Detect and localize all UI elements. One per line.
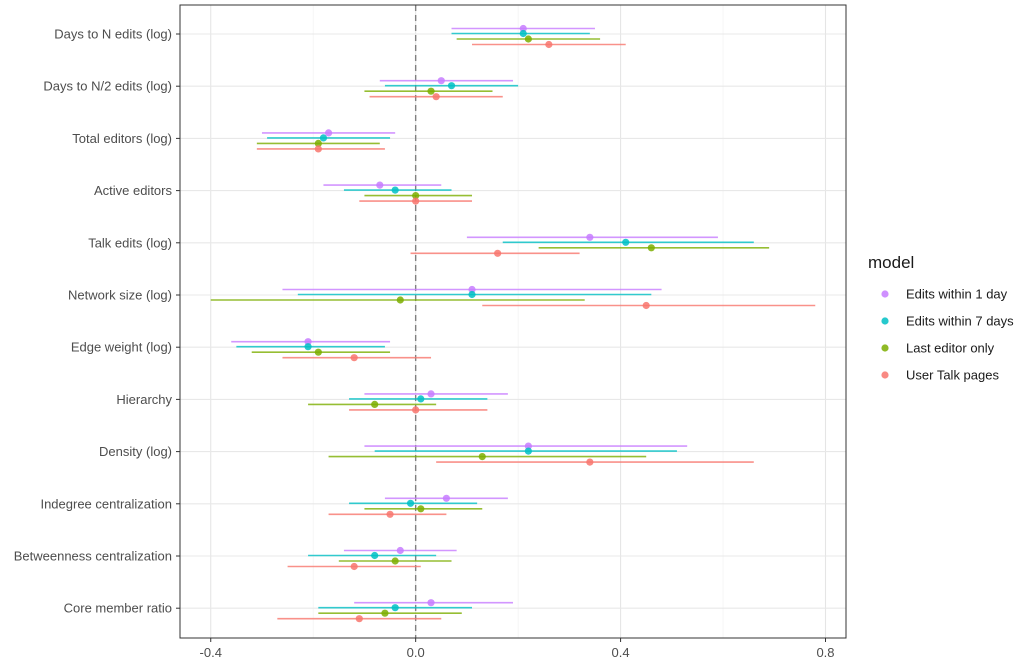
estimate-point — [524, 35, 532, 43]
estimate-point — [447, 82, 456, 90]
estimate-point — [412, 192, 420, 200]
y-tick-label: Density (log) — [99, 444, 172, 459]
legend: model Edits within 1 day Edits within 7 d… — [868, 253, 1014, 383]
legend-label: Edits within 1 day — [906, 287, 1008, 302]
legend-key — [881, 371, 889, 379]
estimate-point — [396, 296, 404, 304]
y-tick-label: Network size (log) — [68, 288, 172, 303]
x-tick-label: 0.8 — [816, 645, 834, 660]
estimate-point — [412, 406, 420, 414]
estimate-point — [396, 546, 404, 555]
y-tick-label: Talk edits (log) — [88, 235, 172, 250]
estimate-point — [391, 604, 399, 612]
estimate-point — [406, 499, 415, 507]
estimate-point — [519, 29, 527, 38]
estimate-point — [478, 453, 486, 461]
legend-label: Edits within 7 days — [906, 314, 1014, 329]
estimate-point — [386, 510, 394, 518]
estimate-point — [314, 348, 322, 356]
estimate-point — [427, 87, 435, 95]
estimate-point — [350, 562, 358, 571]
estimate-point — [586, 458, 594, 466]
estimate-point — [647, 244, 655, 252]
estimate-point — [524, 442, 532, 450]
estimate-point — [442, 494, 450, 502]
estimate-point — [642, 301, 650, 310]
estimate-point — [417, 395, 425, 403]
estimate-point — [324, 129, 333, 137]
legend-key — [881, 317, 889, 325]
estimate-point — [432, 93, 440, 101]
estimate-point — [412, 197, 420, 205]
y-axis-ticks: Days to N edits (log) Days to N/2 edits (… — [14, 27, 180, 616]
x-tick-label: 0.4 — [612, 645, 630, 660]
estimate-point — [519, 24, 527, 33]
estimate-point — [391, 557, 399, 565]
x-tick-label: 0.0 — [407, 645, 425, 660]
y-tick-label: Hierarchy — [116, 392, 172, 407]
legend-key — [881, 290, 889, 298]
estimate-point — [468, 290, 476, 299]
estimate-points — [304, 24, 655, 623]
y-tick-label: Edge weight (log) — [71, 340, 172, 355]
estimate-point — [622, 238, 630, 246]
estimate-point — [391, 186, 399, 194]
y-tick-label: Days to N edits (log) — [54, 27, 172, 42]
y-tick-label: Active editors — [94, 183, 173, 198]
estimate-point — [545, 40, 553, 49]
estimate-point — [319, 134, 328, 142]
estimate-point — [381, 609, 389, 617]
y-tick-label: Total editors (log) — [72, 131, 172, 146]
legend-label: User Talk pages — [906, 368, 999, 383]
y-tick-label: Days to N/2 edits (log) — [43, 79, 172, 94]
estimate-point — [314, 145, 322, 153]
plot-panel-border — [179, 4, 847, 639]
estimate-point — [427, 599, 435, 607]
x-axis-ticks: -0.4 0.0 0.4 0.8 — [200, 638, 835, 660]
x-tick-label: -0.4 — [200, 645, 222, 660]
estimate-point — [586, 233, 594, 241]
estimate-point — [376, 181, 384, 189]
estimate-point — [494, 249, 502, 257]
estimate-point — [468, 285, 476, 294]
legend-label: Last editor only — [906, 341, 995, 356]
estimate-point — [304, 343, 312, 351]
estimate-point — [437, 77, 445, 85]
plot-background — [180, 5, 846, 638]
legend-title: model — [868, 253, 914, 272]
estimate-point — [314, 139, 322, 147]
estimate-point — [355, 615, 363, 623]
y-tick-label: Indegree centralization — [40, 496, 172, 511]
estimate-point — [304, 338, 312, 346]
y-tick-label: Core member ratio — [64, 601, 172, 616]
estimate-point — [417, 505, 425, 513]
estimate-point — [350, 354, 358, 362]
estimate-point — [371, 551, 379, 560]
legend-key — [881, 344, 889, 352]
estimate-point — [524, 447, 532, 455]
y-tick-label: Betweenness centralization — [14, 549, 172, 564]
estimate-point — [427, 390, 435, 398]
estimate-point — [371, 400, 379, 408]
